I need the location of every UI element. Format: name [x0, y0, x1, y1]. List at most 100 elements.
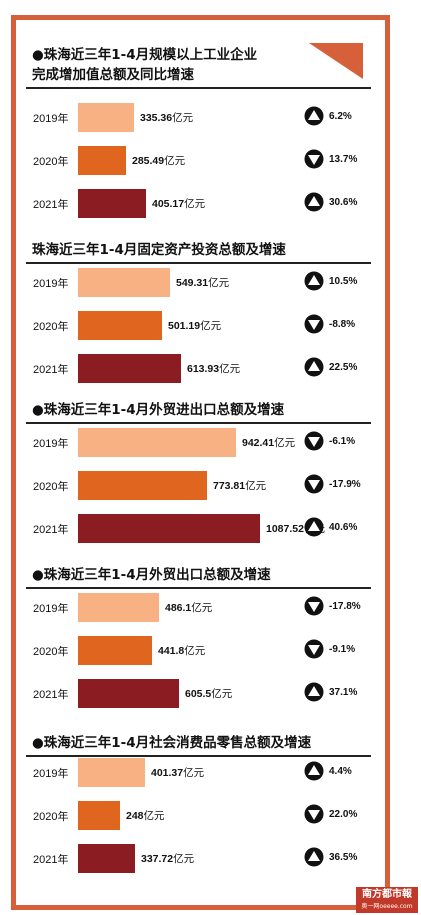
chart-title: 完成增加值总额及同比增速: [32, 67, 194, 83]
up-arrow-icon: [304, 682, 324, 702]
growth-label: -9.1%: [329, 644, 356, 655]
year-label: 2020年: [33, 811, 69, 823]
growth-label: 6.2%: [329, 111, 352, 122]
bar: [78, 844, 135, 873]
growth-label: 36.5%: [329, 852, 358, 863]
bar: [78, 311, 162, 340]
year-label: 2021年: [33, 364, 69, 376]
bar: [78, 801, 120, 830]
bar: [78, 354, 181, 383]
value-label: 773.81亿元: [213, 480, 267, 492]
down-arrow-icon: [304, 474, 324, 494]
growth-label: 37.1%: [329, 687, 358, 698]
year-label: 2021年: [33, 524, 69, 536]
growth-label: -17.9%: [329, 479, 361, 490]
newspaper-logo: 南方都市報 奥一网oeeee.com: [356, 887, 418, 913]
bar: [78, 103, 134, 132]
title-rule: [26, 587, 371, 589]
growth-label: 13.7%: [329, 154, 358, 165]
down-arrow-icon: [304, 431, 324, 451]
bar: [78, 758, 145, 787]
value-label: 335.36亿元: [140, 112, 194, 124]
down-arrow-icon: [304, 804, 324, 824]
bar: [78, 189, 146, 218]
growth-label: -8.8%: [329, 319, 356, 330]
year-label: 2019年: [33, 438, 69, 450]
title-rule: [26, 755, 371, 757]
up-arrow-icon: [304, 192, 324, 212]
up-arrow-icon: [304, 357, 324, 377]
year-label: 2021年: [33, 689, 69, 701]
growth-label: 22.0%: [329, 809, 358, 820]
value-label: 401.37亿元: [151, 767, 205, 779]
year-label: 2020年: [33, 156, 69, 168]
corner-decoration: [309, 43, 363, 79]
bar-row: 2020年 501.19亿元 -8.8%: [26, 308, 371, 342]
title-rule: [26, 262, 371, 264]
growth-label: 10.5%: [329, 276, 358, 287]
growth-label: -6.1%: [329, 436, 356, 447]
value-label: 337.72亿元: [141, 853, 195, 865]
value-label: 605.5亿元: [185, 688, 233, 700]
value-label: 501.19亿元: [168, 320, 222, 332]
chart-title: ●珠海近三年1-4月规模以上工业企业: [32, 47, 258, 63]
bar: [78, 268, 170, 297]
up-arrow-icon: [304, 271, 324, 291]
year-label: 2021年: [33, 199, 69, 211]
bar-row: 2020年 285.49亿元 13.7%: [26, 143, 371, 177]
year-label: 2021年: [33, 854, 69, 866]
title-rule: [26, 87, 371, 89]
value-label: 285.49亿元: [132, 155, 186, 167]
growth-label: 40.6%: [329, 522, 358, 533]
up-arrow-icon: [304, 761, 324, 781]
bar: [78, 593, 159, 622]
value-label: 405.17亿元: [152, 198, 206, 210]
bar-row: 2020年 441.8亿元 -9.1%: [26, 633, 371, 667]
value-label: 549.31亿元: [176, 277, 230, 289]
growth-label: 22.5%: [329, 362, 358, 373]
infographic-frame: [11, 15, 390, 910]
year-label: 2019年: [33, 768, 69, 780]
down-arrow-icon: [304, 639, 324, 659]
bar-row: 2021年 337.72亿元 36.5%: [26, 841, 371, 875]
bar: [78, 514, 260, 543]
bar-row: 2019年 335.36亿元 6.2%: [26, 100, 371, 134]
growth-label: 4.4%: [329, 766, 352, 777]
bar-row: 2021年 605.5亿元 37.1%: [26, 676, 371, 710]
logo-name: 南方都市報: [362, 889, 412, 900]
bar-row: 2019年 401.37亿元 4.4%: [26, 755, 371, 789]
bar-row: 2021年 405.17亿元 30.6%: [26, 186, 371, 220]
value-label: 441.8亿元: [158, 645, 206, 657]
bar: [78, 679, 179, 708]
bar: [78, 636, 152, 665]
bar-row: 2019年 942.41亿元 -6.1%: [26, 425, 371, 459]
down-arrow-icon: [304, 314, 324, 334]
year-label: 2019年: [33, 113, 69, 125]
bar-row: 2020年 773.81亿元 -17.9%: [26, 468, 371, 502]
chart-title: ●珠海近三年1-4月外贸出口总额及增速: [32, 567, 271, 583]
year-label: 2019年: [33, 603, 69, 615]
bar-row: 2020年 248亿元 22.0%: [26, 798, 371, 832]
down-arrow-icon: [304, 596, 324, 616]
bar-row: 2019年 486.1亿元 -17.8%: [26, 590, 371, 624]
up-arrow-icon: [304, 847, 324, 867]
logo-site: 奥一网oeeee.com: [361, 903, 413, 910]
growth-label: 30.6%: [329, 197, 358, 208]
bar: [78, 428, 236, 457]
year-label: 2020年: [33, 481, 69, 493]
bar-row: 2019年 549.31亿元 10.5%: [26, 265, 371, 299]
up-arrow-icon: [304, 106, 324, 126]
bar: [78, 471, 207, 500]
value-label: 248亿元: [126, 810, 165, 822]
chart-title: ●珠海近三年1-4月社会消费品零售总额及增速: [32, 735, 312, 751]
chart-title: ●珠海近三年1-4月外贸进出口总额及增速: [32, 402, 285, 418]
value-label: 942.41亿元: [242, 437, 296, 449]
down-arrow-icon: [304, 149, 324, 169]
value-label: 613.93亿元: [187, 363, 241, 375]
title-rule: [26, 422, 371, 424]
value-label: 486.1亿元: [165, 602, 213, 614]
up-arrow-icon: [304, 517, 324, 537]
year-label: 2020年: [33, 321, 69, 333]
growth-label: -17.8%: [329, 601, 361, 612]
